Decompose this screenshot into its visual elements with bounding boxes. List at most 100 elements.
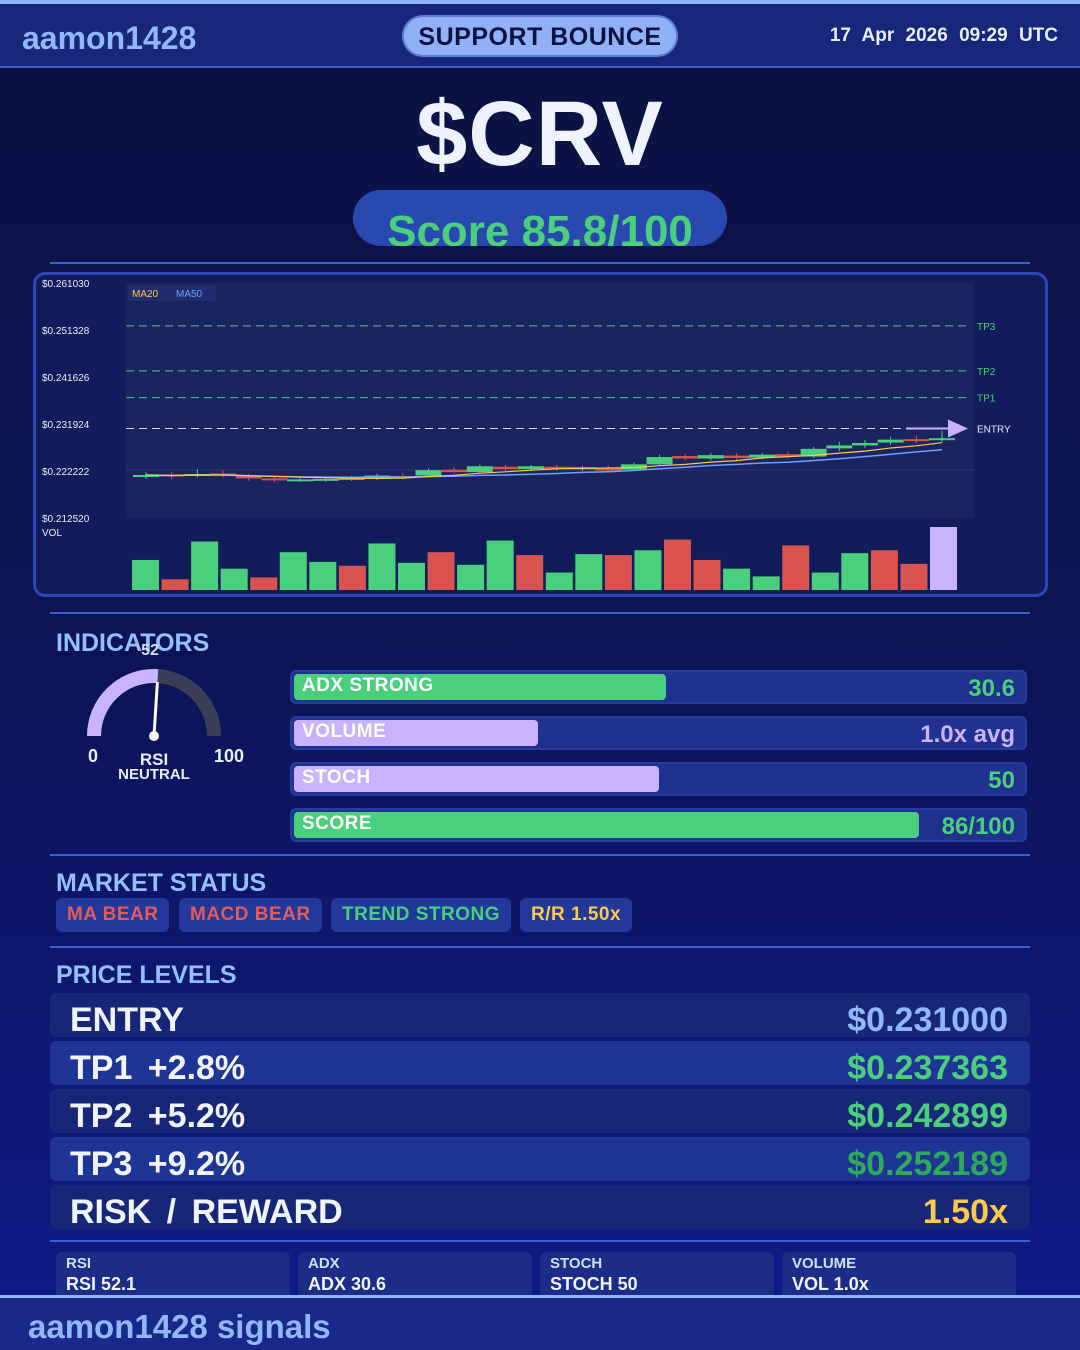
candle-body: [312, 478, 339, 481]
mini-stat-value: STOCH 50: [550, 1274, 638, 1294]
volume-bar: [220, 568, 248, 590]
volume-bar: [368, 543, 396, 590]
entry-arrow-icon: [948, 419, 968, 438]
candle-body: [287, 479, 314, 482]
price-levels-title: PRICE LEVELS: [56, 961, 237, 989]
y-tick-label: $0.261030: [42, 279, 90, 290]
mini-stat-key: STOCH: [550, 1255, 603, 1272]
indicator-bar-volume: VOLUME 1.0x avg: [290, 716, 1027, 750]
legend-ma20: MA20: [132, 289, 159, 300]
level-price: $0.237363: [847, 1049, 1008, 1087]
candle-body: [441, 469, 468, 473]
rsi-gauge-fill: [87, 669, 159, 737]
candle-body: [466, 466, 493, 473]
volume-bar: [870, 550, 898, 590]
candle-body: [697, 455, 724, 459]
indicator-bar-score: SCORE 86/100: [290, 808, 1027, 842]
status-chip-macd: MACD BEAR: [179, 898, 322, 932]
candle-body: [235, 475, 262, 479]
price-chart: $0.261030 $0.251328 $0.241626 $0.231924 $0.2…: [33, 272, 1048, 597]
volume-bar: [338, 565, 366, 590]
footer-text: aamon1428 signals: [28, 1308, 331, 1345]
candle-body: [646, 457, 673, 465]
volume-bar: [664, 539, 691, 590]
volume-bar: [841, 553, 869, 590]
divider: [50, 854, 1030, 856]
divider: [50, 612, 1030, 614]
candle-body: [929, 438, 955, 441]
level-price: 1.50x: [922, 1193, 1008, 1231]
volume-bar: [279, 552, 307, 590]
ticker-symbol: $CRV: [416, 83, 664, 185]
indicator-bar-fill: [294, 766, 659, 792]
ma20-line: [145, 442, 943, 480]
volume-bar: [634, 550, 662, 590]
candle-body: [261, 478, 288, 481]
score-text: Score 85.8/100: [387, 207, 693, 246]
candle-body: [595, 468, 622, 471]
timestamp: 17 Apr 2026 09:29 UTC: [829, 25, 1058, 46]
volume-bar: [161, 579, 189, 590]
mini-stat-key: ADX: [308, 1255, 340, 1272]
y-tick-label: $0.222222: [42, 467, 90, 478]
volume-bar: [132, 559, 159, 590]
candle-body: [774, 454, 801, 457]
rsi-gauge-needle: [152, 682, 159, 737]
divider: [50, 262, 1030, 264]
rsi-gauge-max: 100: [214, 746, 245, 766]
candle-body: [518, 466, 545, 470]
rsi-gauge: 52 0 100 RSI NEUTRAL: [80, 642, 250, 790]
level-row-risk-reward: RISK / REWARD 1.50x: [50, 1185, 1030, 1231]
volume-bar: [427, 552, 455, 590]
legend-ma50: MA50: [176, 289, 203, 300]
volume-label: VOL: [42, 528, 62, 539]
setup-badge: SUPPORT BOUNCE: [402, 15, 678, 57]
volume-bar: [693, 559, 721, 590]
indicator-bar-value: 1.0x avg: [920, 721, 1015, 748]
y-tick-label: $0.212520: [42, 514, 90, 525]
level-row-entry: ENTRY $0.231000: [50, 993, 1030, 1039]
candle-body: [672, 456, 699, 459]
level-name: TP1 +2.8%: [70, 1049, 246, 1087]
level-name: TP3 +9.2%: [70, 1145, 246, 1183]
level-price: $0.242899: [847, 1097, 1008, 1135]
candle-body: [133, 474, 159, 477]
mini-stat-key: VOLUME: [792, 1255, 857, 1272]
divider: [50, 1240, 1030, 1242]
status-chip-ma: MA BEAR: [56, 898, 170, 932]
candle-body: [415, 470, 442, 476]
candle-body: [492, 466, 519, 470]
rsi-zone: NEUTRAL: [118, 766, 190, 783]
volume-bar: [486, 540, 514, 590]
level-label-tp2: TP2: [977, 367, 996, 378]
divider: [50, 946, 1030, 948]
indicator-bar-fill: [294, 720, 539, 746]
chart-legend-box: [128, 285, 216, 301]
indicator-bar-label: STOCH: [302, 767, 371, 788]
candle-body: [877, 439, 904, 443]
mini-stat-value: ADX 30.6: [308, 1274, 387, 1294]
level-price: $0.252189: [847, 1145, 1008, 1183]
volume-bar: [811, 572, 839, 590]
rsi-gauge-label: RSI: [139, 750, 169, 769]
volume-bar: [457, 564, 485, 590]
indicator-bar-fill: [294, 812, 920, 838]
indicator-bar-value: 30.6: [968, 675, 1015, 702]
status-chip-trend: TREND STRONG: [331, 898, 511, 932]
candle-body: [723, 455, 750, 459]
volume-bar: [575, 554, 603, 590]
mini-stat-adx: ADX ADX 30.6: [298, 1252, 532, 1296]
indicator-bar-fill: [294, 674, 666, 700]
rsi-gauge-dial: [87, 669, 221, 741]
volume-bar: [309, 561, 337, 590]
indicators-title: INDICATORS: [56, 629, 210, 657]
chart-plot-area: [126, 283, 974, 518]
volume-bar: [604, 555, 632, 590]
mini-stat-key: RSI: [66, 1255, 92, 1272]
indicator-bar-label: ADX STRONG: [302, 675, 434, 696]
mini-stat-value: RSI 52.1: [66, 1274, 137, 1294]
candle-body: [749, 454, 776, 458]
indicator-bar-label: VOLUME: [302, 721, 387, 742]
indicator-bar-adx: ADX STRONG 30.6: [290, 670, 1027, 704]
mini-stat-volume: VOLUME VOL 1.0x: [782, 1252, 1016, 1296]
